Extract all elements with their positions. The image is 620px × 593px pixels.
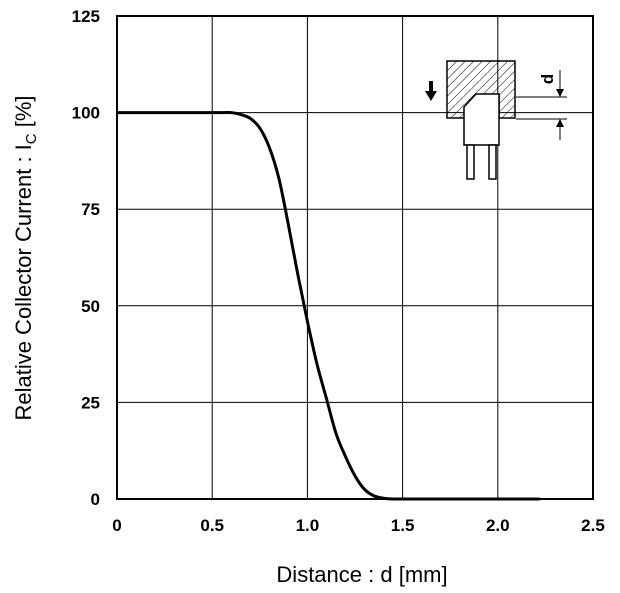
series-line [117, 110, 540, 501]
grid-lines [116, 15, 594, 500]
x-tick-label: 1.5 [391, 516, 415, 535]
sensor-lead-right [488, 144, 497, 180]
dimension-arrow-down-icon [556, 89, 564, 97]
sensor-body [463, 93, 500, 146]
y-axis-label-tail: [%] [11, 95, 36, 133]
x-tick-label: 2.5 [581, 516, 605, 535]
y-tick-label: 0 [91, 490, 100, 509]
motion-arrow-down-icon [425, 91, 437, 101]
y-axis-label: Relative Collector Current : IC [%] [11, 95, 40, 420]
x-axis-label: Distance : d [mm] [276, 562, 447, 587]
y-axis-label-subscript: C [23, 133, 40, 144]
y-tick-labels: 0 25 50 75 100 125 [72, 7, 100, 509]
y-tick-label: 75 [81, 200, 100, 219]
dimension-arrow-up-icon [556, 119, 564, 127]
x-tick-label: 0 [112, 516, 121, 535]
y-tick-label: 100 [72, 104, 100, 123]
plot-frame [116, 15, 594, 500]
y-tick-label: 50 [81, 297, 100, 316]
x-tick-label: 2.0 [486, 516, 510, 535]
x-tick-label: 0.5 [200, 516, 224, 535]
x-tick-labels: 0 0.5 1.0 1.5 2.0 2.5 [112, 516, 605, 535]
y-tick-label: 125 [72, 7, 100, 26]
inset-diagram: d [425, 60, 567, 180]
motion-arrow-shaft [429, 81, 433, 93]
y-axis-label-main: Relative Collector Current : I [11, 144, 36, 420]
y-tick-label: 25 [81, 393, 100, 412]
x-tick-label: 1.0 [296, 516, 320, 535]
dimension-label-d: d [538, 74, 557, 84]
sensor-lead-left [466, 144, 475, 180]
